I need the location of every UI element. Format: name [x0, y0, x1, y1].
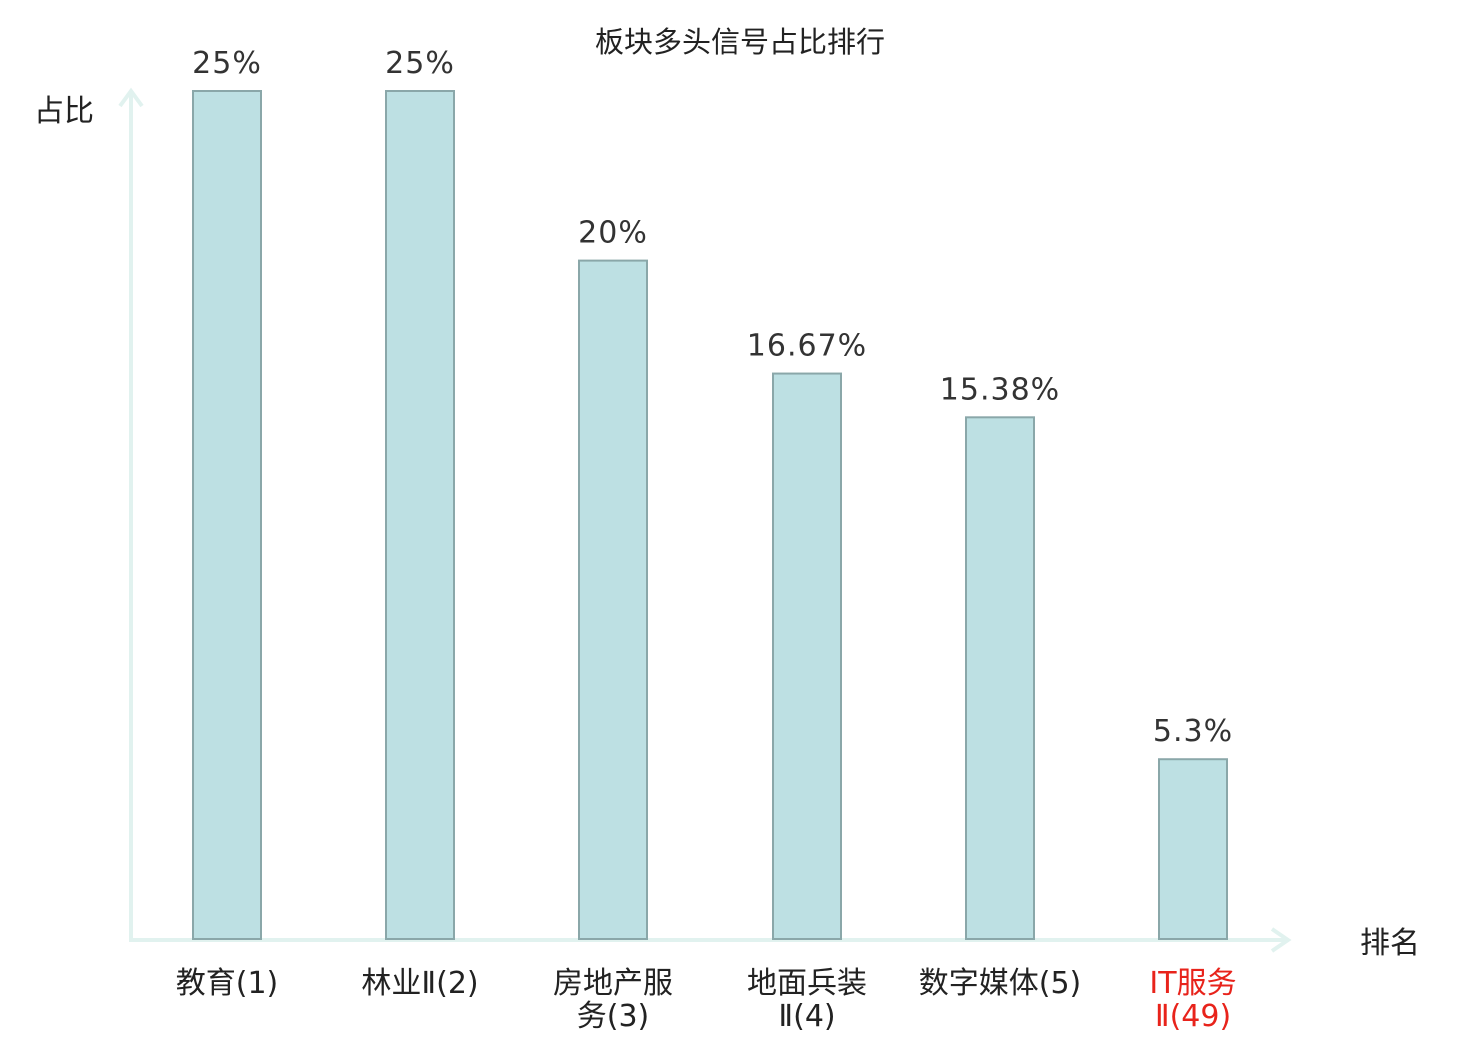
x-tick-label: Ⅱ(4) [778, 999, 835, 1034]
value-labels-group: 25% 25% 20% 16.67% 15.38% 5.3% [192, 46, 1233, 749]
y-axis [118, 87, 144, 940]
bar-value-label: 5.3% [1153, 714, 1233, 749]
bar [385, 90, 455, 940]
x-tick-label: 教育(1) [176, 966, 279, 1001]
x-tick-label: IT服务 [1149, 966, 1236, 1001]
bar [578, 259, 648, 941]
x-axis-label: 排名 [1360, 926, 1420, 961]
x-tick-label: 林业Ⅱ(2) [361, 966, 478, 1001]
x-axis [129, 927, 1292, 953]
bar-value-label: 20% [578, 216, 648, 251]
bar [1158, 758, 1228, 940]
x-tick-label: 地面兵装 [747, 966, 867, 1001]
bar-value-label: 15.38% [940, 372, 1060, 407]
x-tick-label: 房地产服 [553, 966, 673, 1001]
bar-value-label: 16.67% [747, 329, 867, 364]
bar [192, 90, 262, 940]
bars-group [192, 90, 1228, 941]
x-tick-label: 数字媒体(5) [919, 966, 1082, 1001]
x-tick-label: Ⅱ(49) [1155, 999, 1231, 1034]
x-tick-label: 务(3) [577, 999, 650, 1034]
chart-title: 板块多头信号占比排行 [595, 25, 885, 59]
bar-value-label: 25% [192, 46, 262, 81]
bar-value-label: 25% [385, 46, 455, 81]
bar [772, 372, 842, 940]
bar [965, 416, 1035, 940]
y-axis-label: 占比 [34, 94, 94, 129]
